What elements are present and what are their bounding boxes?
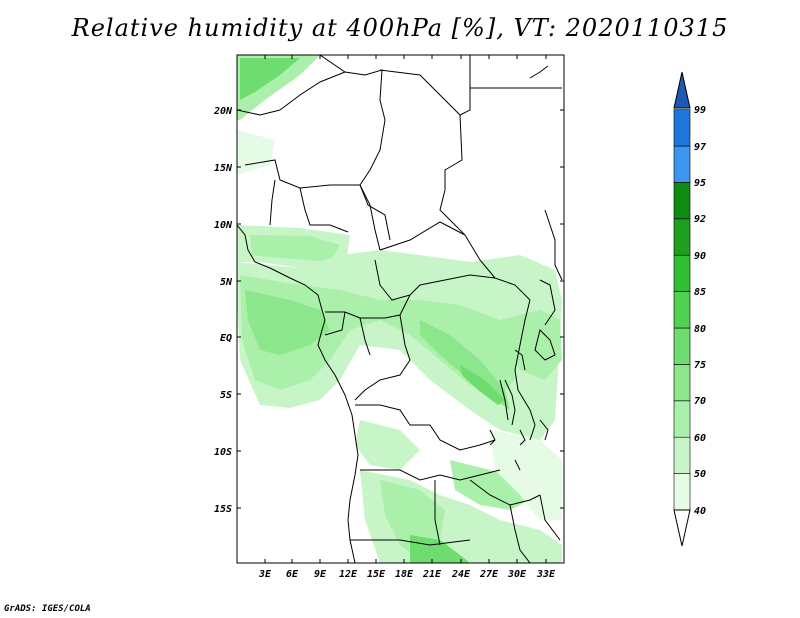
lat-label-15s: 15S [214, 504, 232, 515]
lat-label-10n: 10N [214, 220, 233, 231]
colorbar-label-70: 70 [694, 396, 706, 407]
colorbar-segment-80 [673, 291, 691, 329]
lat-label-10s: 10S [214, 447, 232, 458]
colorbar-segment-70 [673, 364, 691, 402]
lon-label-24e: 24E [451, 569, 471, 580]
humidity-area-congo-inner [240, 275, 520, 395]
colorbar-label-85: 85 [694, 287, 706, 298]
lon-label-18e: 18E [395, 569, 414, 580]
humidity-area-angola [355, 420, 420, 470]
lat-label-eq: EQ [220, 333, 232, 344]
colorbar-segment-75 [673, 327, 691, 365]
colorbar-label-80: 80 [694, 324, 706, 335]
map-frame [236, 54, 565, 564]
colorbar-segment-90 [673, 218, 691, 256]
lon-label-12e: 12E [339, 569, 358, 580]
colorbar-label-95: 95 [694, 178, 706, 189]
colorbar-label-92: 92 [694, 214, 706, 225]
colorbar-bottom-arrow [673, 509, 691, 547]
colorbar-segment-92 [673, 182, 691, 220]
lon-label-9e: 9E [314, 569, 327, 580]
country-borders [237, 55, 563, 563]
humidity-area-west-band-core [250, 235, 340, 262]
humidity-area-ridge-core [460, 365, 505, 405]
lat-label-5s: 5S [220, 390, 232, 401]
map-title: Relative humidity at 400hPa [%], VT: 202… [71, 14, 729, 42]
grads-credit: GrADS: IGES/COLA [4, 604, 91, 614]
colorbar-label-97: 97 [694, 142, 706, 153]
colorbar-segment-85 [673, 254, 691, 292]
lon-label-30e: 30E [507, 569, 527, 580]
humidity-area-east [500, 310, 562, 380]
lat-label-20n: 20N [213, 106, 233, 117]
colorbar: 40 50 60 70 75 80 85 90 92 95 97 99 [673, 71, 706, 547]
latitude-labels: 20N 15N 10N 5N EQ 5S 10S 15S [213, 106, 233, 515]
humidity-area-se [450, 460, 530, 510]
longitude-ticks [264, 55, 547, 563]
longitude-labels: 3E 6E 9E 12E 15E 18E 21E 24E 27E 30E 33E [258, 569, 556, 580]
lat-label-15n: 15N [214, 163, 233, 174]
colorbar-label-50: 50 [694, 469, 706, 480]
lon-label-3e: 3E [258, 569, 272, 580]
colorbar-segment-97 [673, 109, 691, 147]
lon-label-21e: 21E [422, 569, 442, 580]
humidity-shading [237, 55, 562, 563]
lon-label-33e: 33E [536, 569, 556, 580]
colorbar-top-arrow [673, 71, 691, 109]
colorbar-segment-60 [673, 400, 691, 438]
colorbar-segment-50 [673, 436, 691, 474]
colorbar-segment-40 [673, 473, 691, 511]
lon-label-6e: 6E [286, 569, 299, 580]
humidity-area-se-edge [490, 430, 562, 520]
colorbar-label-90: 90 [694, 251, 706, 262]
humidity-area-south-core [410, 535, 470, 563]
humidity-area-congo-core [245, 290, 330, 355]
lon-label-27e: 27E [479, 569, 499, 580]
colorbar-label-99: 99 [694, 105, 706, 116]
colorbar-label-75: 75 [694, 360, 706, 371]
colorbar-segment-95 [673, 145, 691, 183]
humidity-area-nw-core [240, 58, 300, 100]
latitude-ticks [237, 109, 564, 509]
humidity-area-nw-edge [237, 130, 275, 175]
lat-label-5n: 5N [220, 277, 233, 288]
colorbar-label-60: 60 [694, 433, 706, 444]
colorbar-label-40: 40 [694, 506, 706, 517]
lon-label-15e: 15E [367, 569, 386, 580]
